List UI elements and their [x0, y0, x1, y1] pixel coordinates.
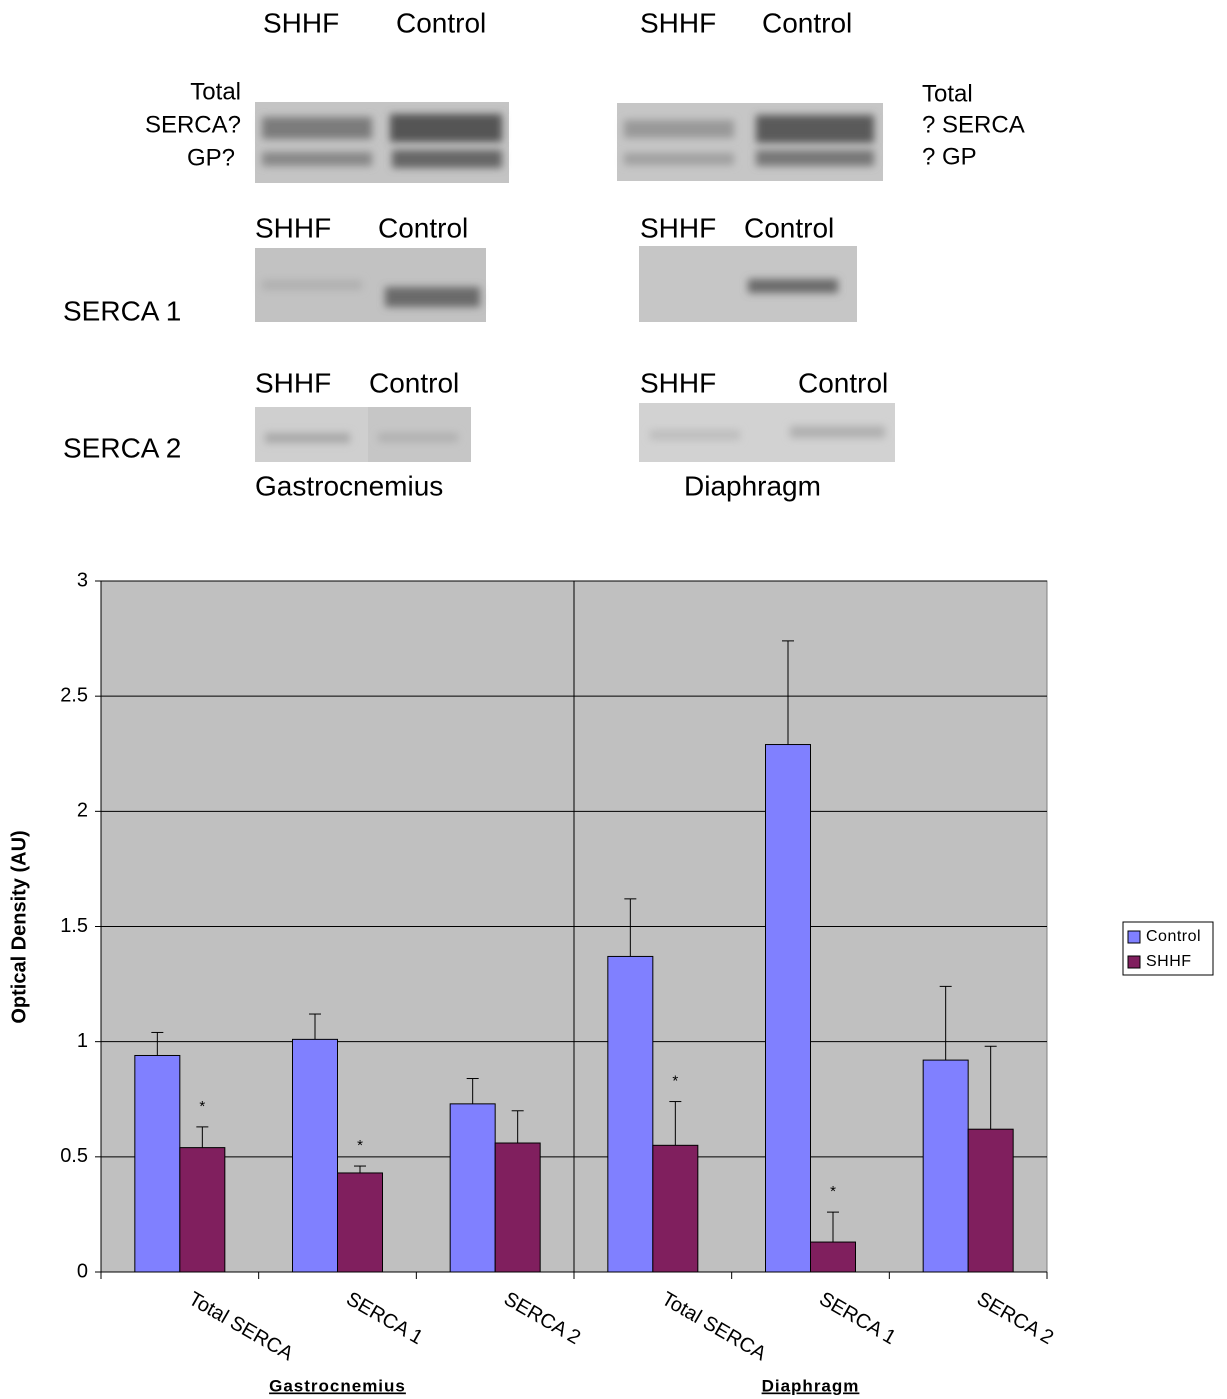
x-tick-label: Total SERCA: [658, 1288, 771, 1366]
blot-image: [255, 102, 883, 183]
x-tick-label: Total SERCA: [185, 1288, 298, 1366]
lane-header: Control: [762, 7, 852, 38]
lane-header: SHHF: [640, 367, 716, 398]
y-tick-label: 1: [77, 1030, 88, 1052]
bar: [495, 1143, 540, 1272]
band-label: GP?: [187, 144, 235, 171]
band-label: Total: [190, 78, 241, 105]
lane-header: Control: [798, 367, 888, 398]
band-label: ? SERCA: [922, 111, 1025, 138]
bar: [811, 1242, 856, 1272]
significance-marker: *: [672, 1073, 678, 1090]
significance-marker: *: [199, 1098, 205, 1115]
y-tick-label: 2.5: [60, 684, 88, 706]
legend-swatch: [1128, 931, 1140, 943]
lane-header: SHHF: [255, 367, 331, 398]
bar: [180, 1148, 225, 1272]
band-label: SERCA?: [145, 111, 241, 138]
bar: [766, 745, 811, 1272]
bar: [450, 1104, 495, 1272]
bar: [653, 1145, 698, 1272]
lane-header: Control: [396, 7, 486, 38]
lane-header: Control: [369, 367, 459, 398]
bar: [968, 1129, 1013, 1272]
significance-marker: *: [830, 1183, 836, 1200]
tissue-label: Gastrocnemius: [255, 470, 443, 501]
legend-label: Control: [1146, 928, 1201, 945]
row-label: SERCA 1: [63, 295, 181, 326]
blot-image: [255, 246, 857, 322]
x-tick-label: SERCA 1: [815, 1288, 899, 1349]
band-label: Total: [922, 80, 973, 107]
bar: [608, 956, 653, 1272]
figure: SHHF Control SHHF Control Total SERCA? G…: [0, 0, 1227, 1399]
blot-image: [255, 403, 895, 462]
x-tick-label: SERCA 2: [500, 1288, 584, 1349]
y-tick-label: 3: [77, 569, 88, 591]
lane-header: Control: [378, 212, 468, 243]
y-axis-label: Optical Density (AU): [8, 830, 30, 1023]
band-label: ? GP: [922, 143, 977, 170]
lane-header: SHHF: [640, 212, 716, 243]
lane-header: SHHF: [255, 212, 331, 243]
legend-label: SHHF: [1146, 953, 1192, 970]
y-tick-label: 1.5: [60, 915, 88, 937]
lane-header: SHHF: [640, 7, 716, 38]
y-tick-label: 0.5: [60, 1145, 88, 1167]
bar: [135, 1055, 180, 1272]
tissue-label: Diaphragm: [684, 470, 821, 501]
x-tick-label: SERCA 1: [342, 1288, 426, 1349]
significance-marker: *: [357, 1137, 363, 1154]
legend-swatch: [1128, 956, 1140, 968]
group-label: Gastrocnemius: [269, 1376, 406, 1395]
bar: [338, 1173, 383, 1272]
lane-header: SHHF: [263, 7, 339, 38]
bar: [923, 1060, 968, 1272]
lane-header: Control: [744, 212, 834, 243]
y-tick-label: 2: [77, 800, 88, 822]
bar: [293, 1039, 338, 1272]
x-tick-label: SERCA 2: [973, 1288, 1057, 1349]
group-label: Diaphragm: [762, 1376, 860, 1395]
y-tick-label: 0: [77, 1260, 88, 1282]
row-label: SERCA 2: [63, 432, 181, 463]
